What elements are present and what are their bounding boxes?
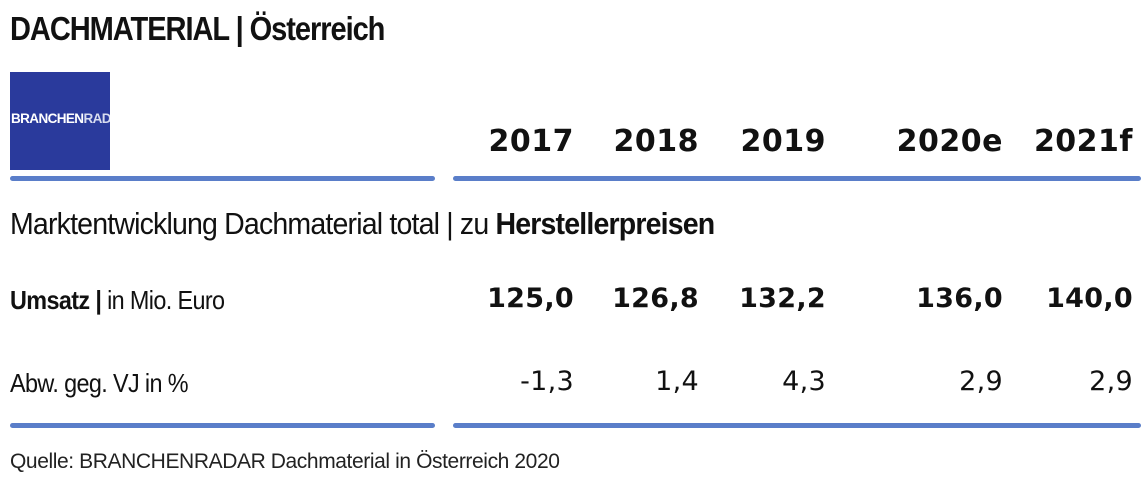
year-header-2018: 2018 — [613, 124, 699, 159]
abw-value-2017: -1,3 — [520, 366, 574, 397]
abw-value-2018: 1,4 — [655, 366, 699, 397]
row-label-abw-text: Abw. geg. VJ in % — [10, 368, 189, 398]
umsatz-value-2017: 125,0 — [487, 283, 574, 314]
footer-rule-right — [453, 423, 1141, 428]
abw-value-2019: 4,3 — [782, 366, 826, 397]
abw-value-2020e: 2,9 — [959, 366, 1003, 397]
year-header-2017: 2017 — [488, 124, 574, 159]
source-note: Quelle: BRANCHENRADAR Dachmaterial in Ös… — [10, 450, 560, 473]
logo-text-branchen: BRANCHEN — [11, 111, 84, 126]
subtitle-bold: Herstellerpreisen — [495, 206, 715, 241]
table-subtitle: Marktentwicklung Dachmaterial total | zu… — [10, 206, 715, 242]
header-rule-left — [10, 176, 435, 181]
umsatz-value-2021f: 140,0 — [1046, 283, 1133, 314]
page-title: DACHMATERIAL | Österreich — [10, 10, 385, 47]
umsatz-value-2019: 132,2 — [739, 283, 826, 314]
umsatz-value-2018: 126,8 — [612, 283, 699, 314]
umsatz-value-2020e: 136,0 — [916, 283, 1003, 314]
branchenradar-logo: BRANCHENRADAR — [10, 72, 110, 170]
footer-rule-left — [10, 423, 435, 428]
year-header-2021f: 2021f — [1033, 124, 1133, 159]
logo-text-radar: RADAR — [83, 111, 110, 126]
year-header-2019: 2019 — [740, 124, 826, 159]
header-rule-right — [453, 176, 1141, 181]
year-header-2020e: 2020e — [896, 124, 1003, 159]
row-label-umsatz: Umsatz | in Mio. Euro — [10, 285, 225, 316]
abw-value-2021f: 2,9 — [1089, 366, 1133, 397]
subtitle-normal: Marktentwicklung Dachmaterial total | zu — [10, 206, 496, 241]
row-label-umsatz-unit: in Mio. Euro — [101, 285, 225, 315]
row-label-umsatz-bold: Umsatz | — [10, 285, 102, 315]
row-label-abw: Abw. geg. VJ in % — [10, 368, 189, 399]
